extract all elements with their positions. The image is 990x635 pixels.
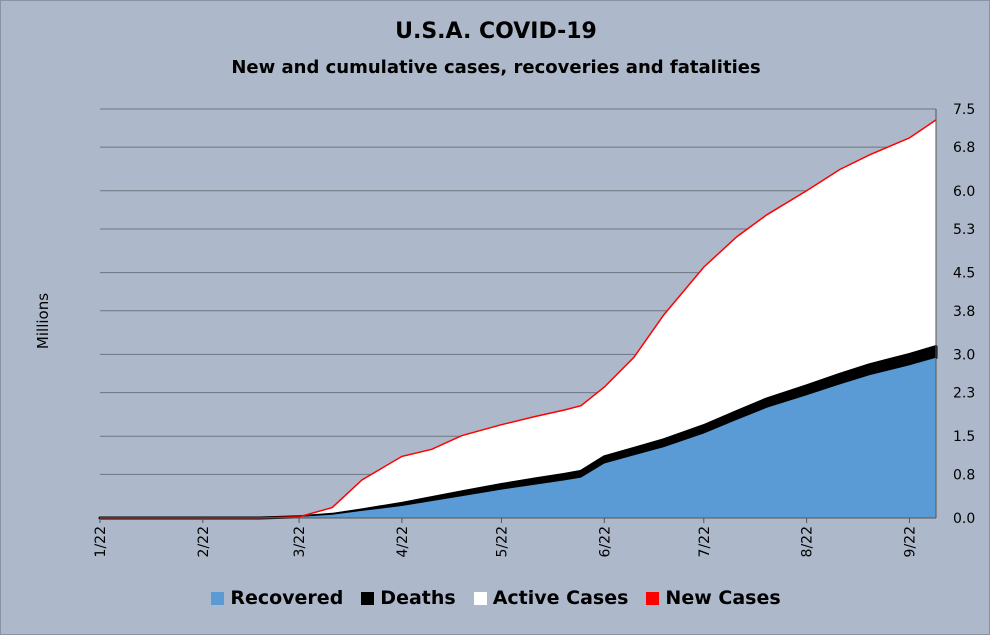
- chart-subtitle: New and cumulative cases, recoveries and…: [231, 57, 761, 78]
- series-line-new-cases: [100, 119, 937, 519]
- x-tick-label: 2/22: [196, 526, 212, 557]
- y-tick-label: 1.5: [953, 429, 975, 445]
- y-tick-label: 0.0: [953, 511, 975, 527]
- legend-item-active-cases: Active Cases: [473, 587, 629, 609]
- y-tick-label: 3.8: [953, 304, 975, 320]
- x-tick-label: 9/22: [902, 526, 918, 557]
- y-tick-label: 6.8: [953, 140, 975, 156]
- y-tick-label: 5.3: [953, 222, 975, 238]
- legend-label-new-cases: New Cases: [665, 587, 781, 609]
- x-tick-label: 6/22: [597, 526, 613, 557]
- legend-item-new-cases: New Cases: [646, 587, 781, 609]
- axes: 0.0 0.8 1.5 2.3 3.0 3.8 4.5 5.3 6.0 6.8 7.5 1/22 2/2…: [93, 102, 975, 557]
- series-area-recovered: [100, 357, 936, 518]
- x-tick-label: 5/22: [494, 526, 510, 557]
- y-tick-label: 2.3: [953, 386, 975, 402]
- legend-label-recovered: Recovered: [230, 587, 344, 609]
- legend: Recovered Deaths Active Cases New Cases: [1, 587, 990, 609]
- x-tick-label: 7/22: [697, 526, 713, 557]
- y-tick-label: 4.5: [953, 266, 975, 282]
- y-tick-label: 6.0: [953, 184, 975, 200]
- x-tick-label: 8/22: [800, 526, 816, 557]
- x-tick-label: 1/22: [93, 526, 109, 557]
- legend-swatch-new-cases: [646, 591, 660, 605]
- chart-title: U.S.A. COVID-19: [395, 19, 597, 44]
- series-area-active-cases: [100, 119, 936, 518]
- legend-item-recovered: Recovered: [211, 587, 343, 609]
- y-tick-label: 0.8: [953, 467, 975, 483]
- legend-swatch-recovered: [211, 591, 225, 605]
- y-tick-label: 3.0: [953, 347, 975, 363]
- x-tick-label: 4/22: [395, 526, 411, 557]
- y-tick-label: 7.5: [953, 102, 975, 118]
- legend-swatch-active-cases: [473, 591, 487, 605]
- x-tick-label: 3/22: [292, 526, 308, 557]
- area-series: [98, 119, 938, 520]
- legend-item-deaths: Deaths: [361, 587, 456, 609]
- legend-label-deaths: Deaths: [380, 587, 456, 609]
- legend-label-active-cases: Active Cases: [492, 587, 629, 609]
- legend-swatch-deaths: [361, 591, 375, 605]
